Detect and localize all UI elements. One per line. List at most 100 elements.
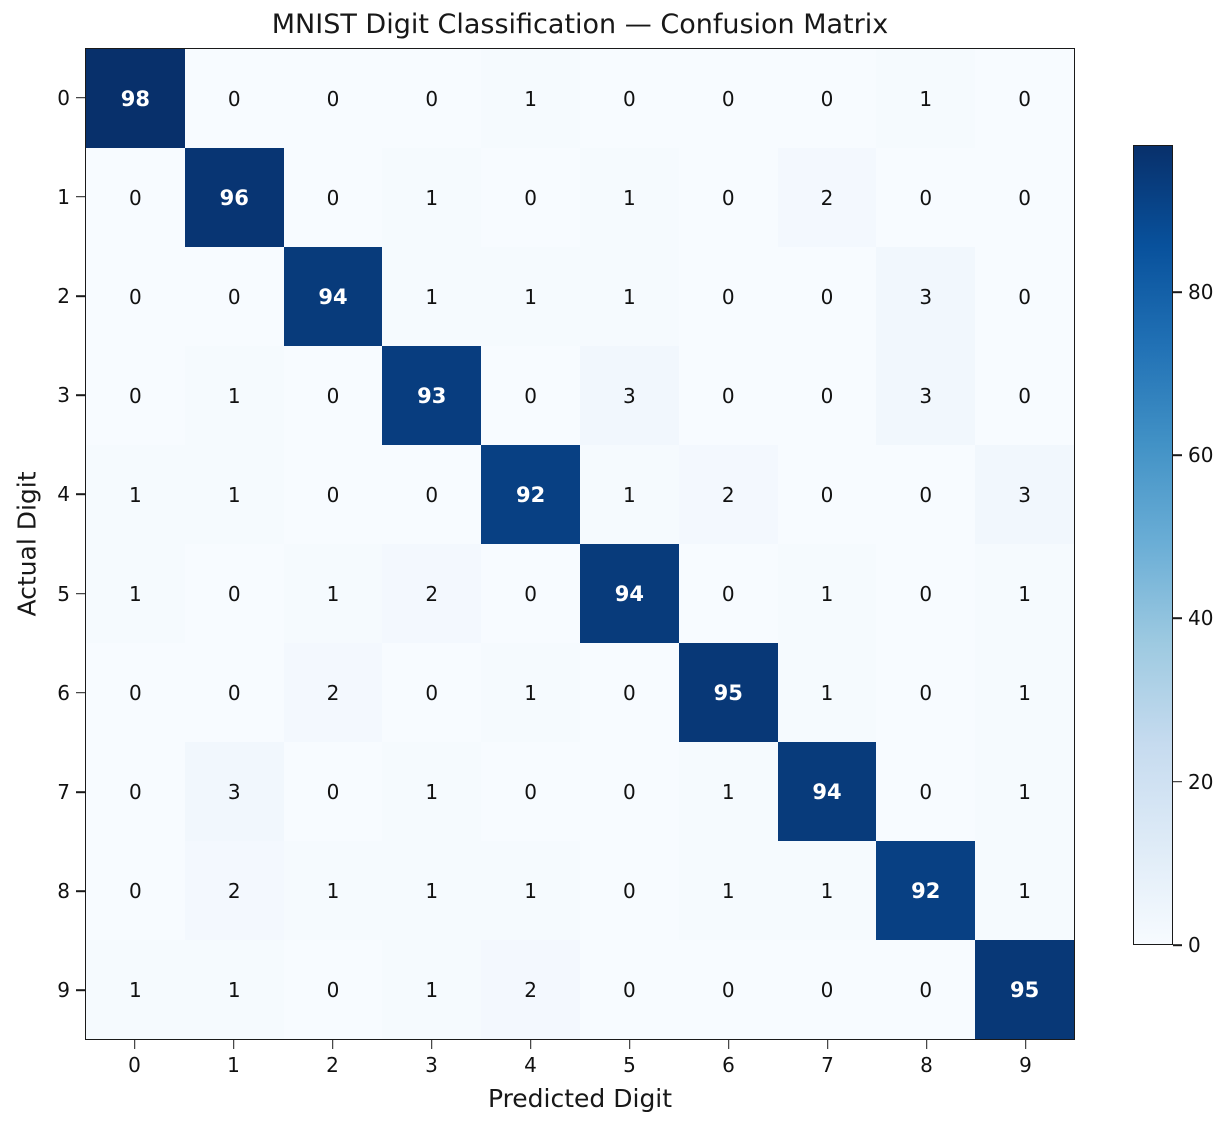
x-tick-label: 0	[128, 1053, 141, 1077]
matrix-cell: 1	[678, 841, 778, 940]
colorbar-tickmarks	[1173, 145, 1182, 946]
y-tick-mark	[76, 989, 85, 992]
matrix-cell: 0	[481, 346, 580, 445]
matrix-cell: 98	[86, 49, 185, 148]
y-tick-label: 5	[57, 581, 70, 606]
y-tick-label: 4	[57, 482, 70, 507]
matrix-cell: 0	[975, 346, 1074, 445]
matrix-cell: 0	[184, 247, 284, 346]
matrix-cell: 0	[382, 49, 482, 148]
matrix-cell: 0	[678, 346, 778, 445]
matrix-cell: 0	[876, 445, 976, 544]
matrix-cell: 93	[382, 346, 482, 445]
matrix-cell: 2	[777, 148, 877, 247]
matrix-cell: 1	[481, 643, 580, 742]
matrix-cell: 0	[975, 49, 1074, 148]
matrix-cell: 1	[580, 247, 679, 346]
matrix-cell: 0	[184, 49, 284, 148]
matrix-cell: 96	[184, 148, 284, 247]
matrix-cell: 3	[876, 247, 976, 346]
x-tick-mark	[430, 1040, 433, 1049]
matrix-cell: 0	[777, 247, 877, 346]
matrix-cell: 92	[481, 445, 580, 544]
chart-title: MNIST Digit Classification — Confusion M…	[271, 9, 889, 40]
y-tick-label: 8	[57, 879, 70, 904]
matrix-cell: 0	[481, 148, 580, 247]
matrix-cell: 1	[580, 148, 679, 247]
matrix-cell: 2	[382, 544, 482, 643]
matrix-cell: 0	[876, 643, 976, 742]
matrix-cell: 1	[86, 544, 185, 643]
matrix-cell: 0	[283, 940, 383, 1039]
y-axis-ticks: 0 1 2 3 4 5 6 7 8 9	[0, 48, 70, 1040]
colorbar-tick-label: 40	[1188, 606, 1214, 631]
colorbar-tick-label: 0	[1188, 933, 1201, 957]
matrix-cell: 0	[678, 148, 778, 247]
y-tick-mark	[76, 791, 85, 793]
colorbar-tick-mark	[1173, 454, 1182, 456]
colorbar-tick-label: 80	[1188, 279, 1214, 304]
matrix-cell: 1	[777, 643, 877, 742]
matrix-cell: 0	[678, 940, 778, 1039]
y-tick-label: 0	[57, 85, 70, 110]
x-tick-label: 7	[821, 1053, 834, 1077]
matrix-cell: 0	[876, 940, 976, 1039]
x-tick-label: 5	[623, 1053, 636, 1077]
matrix-cell: 0	[283, 148, 383, 247]
matrix-cell: 95	[678, 643, 778, 742]
matrix-cell: 3	[580, 346, 679, 445]
x-tick-label: 4	[524, 1053, 537, 1077]
x-tick-mark	[1024, 1040, 1027, 1049]
matrix-cell: 0	[580, 841, 679, 940]
y-tick-mark	[76, 196, 85, 198]
matrix-cell: 0	[678, 247, 778, 346]
matrix-cell: 0	[283, 49, 383, 148]
matrix-cell: 94	[283, 247, 383, 346]
y-tick-mark	[76, 592, 85, 595]
y-tick-mark	[76, 890, 85, 892]
y-tick-mark	[76, 394, 85, 396]
y-tick-label: 6	[57, 680, 70, 705]
matrix-cell: 1	[382, 742, 482, 841]
matrix-cell: 95	[975, 940, 1074, 1039]
matrix-cell: 0	[777, 445, 877, 544]
matrix-cell: 1	[481, 49, 580, 148]
matrix-cell: 0	[777, 940, 877, 1039]
matrix-cell: 1	[86, 445, 185, 544]
y-tick-label: 7	[57, 780, 70, 804]
matrix-cell: 1	[184, 445, 284, 544]
matrix-cell: 1	[678, 742, 778, 841]
matrix-cell: 94	[777, 742, 877, 841]
matrix-cell: 1	[975, 643, 1074, 742]
matrix-cell: 0	[283, 445, 383, 544]
y-tick-label: 1	[57, 184, 70, 209]
matrix-cell: 0	[283, 742, 383, 841]
matrix-cell: 0	[86, 247, 185, 346]
matrix-cell: 2	[678, 445, 778, 544]
matrix-cell: 0	[382, 643, 482, 742]
matrix-cell: 1	[975, 544, 1074, 643]
matrix-cell: 1	[975, 841, 1074, 940]
x-tick-label: 1	[227, 1053, 240, 1077]
matrix-cell: 1	[481, 247, 580, 346]
matrix-cell: 1	[777, 544, 877, 643]
matrix-cell: 0	[876, 742, 976, 841]
colorbar-tick-mark	[1173, 944, 1182, 946]
matrix-cell: 0	[86, 148, 185, 247]
matrix-cell: 94	[580, 544, 679, 643]
colorbar	[1133, 145, 1173, 945]
x-tick-label: 3	[425, 1053, 438, 1077]
colorbar-ticks: 0 20 40 60 80	[1188, 145, 1229, 957]
matrix-cell: 0	[975, 148, 1074, 247]
matrix-cell: 2	[481, 940, 580, 1039]
matrix-cell: 1	[382, 247, 482, 346]
y-tick-label: 9	[57, 978, 70, 1003]
y-tick-label: 2	[57, 284, 70, 308]
matrix-cell: 1	[283, 841, 383, 940]
colorbar-tick-mark	[1173, 617, 1182, 620]
y-tick-mark	[76, 493, 85, 496]
matrix-cell: 2	[283, 643, 383, 742]
matrix-cell: 3	[975, 445, 1074, 544]
y-axis-label: Actual Digit	[12, 471, 42, 617]
